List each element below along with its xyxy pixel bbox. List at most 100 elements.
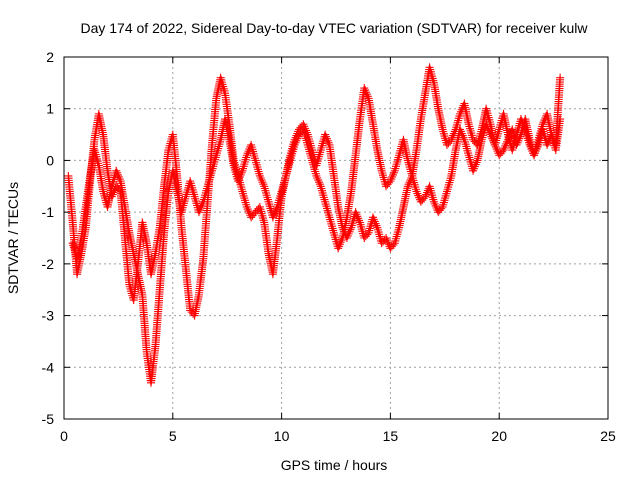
data-point-marker — [330, 231, 339, 240]
data-point-marker — [469, 164, 478, 173]
y-tick-label: -5 — [42, 411, 55, 427]
data-point-marker — [441, 191, 450, 200]
data-point-marker — [243, 149, 252, 158]
data-point-marker — [403, 182, 412, 191]
data-point-marker — [327, 219, 336, 228]
data-point-marker — [354, 214, 363, 223]
data-point-marker — [241, 155, 250, 164]
data-point-marker — [471, 160, 480, 169]
data-point-marker — [197, 201, 206, 210]
data-point-marker — [272, 205, 281, 214]
data-point-marker — [355, 216, 364, 225]
data-point-marker — [196, 204, 205, 213]
data-point-marker — [360, 84, 369, 93]
data-point-marker — [242, 202, 251, 211]
data-point-marker — [319, 191, 328, 200]
data-point-marker — [243, 205, 252, 214]
data-point-marker — [321, 197, 330, 206]
data-point-marker — [465, 124, 474, 133]
data-point-marker — [270, 209, 279, 218]
data-point-marker — [469, 166, 478, 175]
data-point-marker — [112, 166, 121, 175]
data-point-marker — [467, 129, 476, 138]
data-point-marker — [389, 240, 398, 249]
x-tick-label: 10 — [274, 428, 290, 444]
y-tick-label: -2 — [42, 256, 55, 272]
data-point-marker — [486, 130, 495, 139]
data-point-marker — [240, 157, 249, 166]
x-axis-label: GPS time / hours — [281, 457, 388, 473]
data-point-marker — [392, 160, 401, 169]
data-point-marker — [508, 146, 517, 155]
data-point-marker — [319, 193, 328, 202]
x-tick-label: 0 — [60, 428, 68, 444]
y-tick-label: -1 — [42, 204, 55, 220]
data-point-marker — [189, 190, 198, 199]
data-point-marker — [335, 242, 344, 251]
data-point-marker — [262, 188, 271, 197]
data-point-marker — [198, 199, 207, 208]
data-point-marker — [459, 133, 468, 142]
data-point-marker — [252, 160, 261, 169]
data-point-marker — [465, 153, 474, 162]
data-point-marker — [255, 171, 264, 180]
data-point-marker — [440, 132, 449, 141]
data-point-marker — [322, 134, 331, 143]
data-point-marker — [407, 169, 416, 178]
y-tick-label: 1 — [46, 101, 54, 117]
data-point-marker — [443, 185, 452, 194]
data-point-marker — [485, 128, 494, 137]
data-point-marker — [261, 186, 270, 195]
data-point-marker — [465, 122, 474, 131]
data-point-marker — [114, 172, 123, 181]
data-point-marker — [444, 183, 453, 192]
data-point-marker — [389, 170, 398, 179]
data-point-marker — [113, 170, 122, 179]
data-point-marker — [268, 213, 277, 222]
data-point-marker — [195, 206, 204, 215]
data-point-marker — [414, 191, 423, 200]
data-point-marker — [115, 175, 124, 184]
data-point-marker — [258, 211, 267, 220]
data-point-marker — [329, 228, 338, 237]
data-point-marker — [312, 171, 321, 180]
data-point-marker — [281, 171, 290, 180]
data-point-marker — [389, 168, 398, 177]
data-point-marker — [495, 125, 504, 134]
data-point-marker — [253, 165, 262, 174]
data-point-marker — [369, 215, 378, 224]
data-point-marker — [240, 196, 249, 205]
data-point-marker — [404, 180, 413, 189]
data-point-marker — [462, 142, 471, 151]
data-point-marker — [456, 125, 465, 134]
data-point-marker — [264, 197, 273, 206]
data-point-marker — [291, 138, 300, 147]
data-point-marker — [235, 172, 244, 181]
data-point-marker — [444, 180, 453, 189]
y-tick-label: -3 — [42, 308, 55, 324]
data-point-marker — [239, 162, 248, 171]
data-point-marker — [429, 197, 438, 206]
data-point-marker — [421, 192, 430, 201]
data-point-marker — [378, 171, 387, 180]
data-point-marker — [351, 208, 360, 217]
data-point-marker — [316, 148, 325, 157]
y-axis-label: SDTVAR / TECUs — [5, 182, 21, 294]
data-point-marker — [334, 244, 343, 253]
data-point-marker — [466, 126, 475, 135]
data-point-marker — [368, 213, 377, 222]
data-point-marker — [318, 188, 327, 197]
data-point-marker — [357, 225, 366, 234]
data-point-marker — [438, 125, 447, 134]
data-point-marker — [99, 187, 108, 196]
data-point-marker — [483, 124, 492, 133]
data-point-marker — [329, 226, 338, 235]
data-point-marker — [487, 132, 496, 141]
data-point-marker — [321, 200, 330, 209]
data-point-marker — [242, 151, 251, 160]
data-point-marker — [543, 140, 552, 149]
data-point-marker — [313, 174, 322, 183]
data-point-marker — [321, 132, 330, 141]
data-point-marker — [244, 207, 253, 216]
